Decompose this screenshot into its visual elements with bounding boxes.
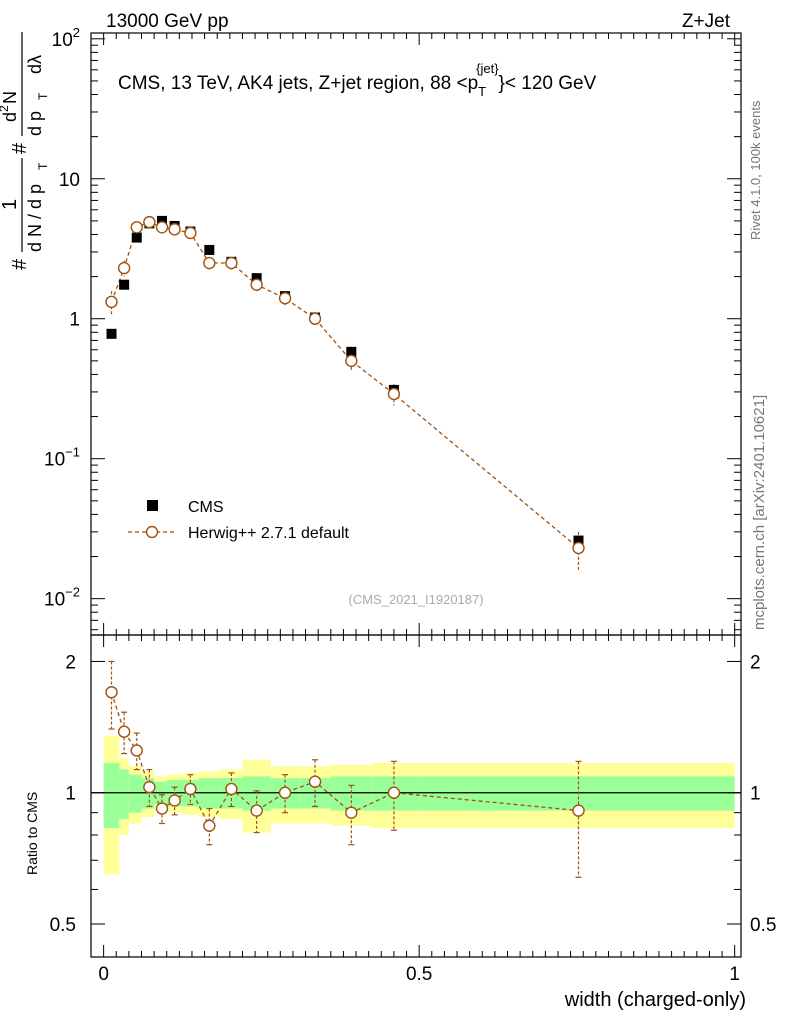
plot-title-sub: T <box>478 84 486 99</box>
plot-title: CMS, 13 TeV, AK4 jets, Z+jet region, 88 … <box>118 61 597 99</box>
herwig-main-line <box>110 221 579 549</box>
ratio-y-tick-label-left-2: 2 <box>65 652 76 673</box>
header-right: Z+Jet <box>682 11 731 32</box>
herwig-point-2 <box>130 221 143 234</box>
y-axis-label-main: # 1 d N / d p T # d 2 N d p T dλ <box>0 32 50 270</box>
herwig-point-13 <box>387 387 401 401</box>
legend: CMS Herwig++ 2.7.1 default <box>128 499 350 542</box>
herwig-ratio-point-14 <box>572 804 585 817</box>
cms-point-4 <box>156 215 167 226</box>
plot-title-main: CMS, 13 TeV, AK4 jets, Z+jet region, 88 … <box>118 73 478 94</box>
main-y-tick-label-4: 102 <box>52 25 80 51</box>
analysis-watermark: (CMS_2021_I1920187) <box>348 592 483 607</box>
legend-herwig-marker <box>145 525 159 539</box>
ratio-y-tick-label-right-2: 2 <box>750 652 761 673</box>
ratio-band-green-7 <box>198 778 221 809</box>
main-y-tick-label-0: 10−2 <box>44 585 80 611</box>
herwig-point-7 <box>203 256 216 270</box>
ratio-band-green-1 <box>119 769 129 820</box>
ratio-band-green-2 <box>128 774 142 813</box>
ratio-y-tick-label-right-0: 0.5 <box>750 915 776 936</box>
ratio-y-tick-label-left-1: 1 <box>65 784 76 805</box>
x-tick-label-2: 1 <box>729 964 740 985</box>
main-y-tick-label-3: 10 <box>59 170 80 191</box>
y-axis-label-ratio: Ratio to CMS <box>24 792 40 875</box>
ratio-band-green-12 <box>330 776 372 811</box>
cms-point-7 <box>204 244 215 255</box>
header-left: 13000 GeV pp <box>106 11 229 32</box>
mcplots-label: mcplots.cern.ch [arXiv:2401.10621] <box>751 395 768 630</box>
cms-point-14 <box>573 535 584 546</box>
ylabel-one: 1 <box>0 199 21 210</box>
ratio-uncertainty-bands <box>103 735 735 875</box>
ylabel-d2N-N: N <box>0 91 20 104</box>
ylabel-T-sub2: T <box>36 92 50 100</box>
herwig-ratio-point-6 <box>184 782 197 796</box>
axis-tick-labels: 0 0.5 1 10−2 10−1 1 10 102 0.5 0.5 1 1 2 2 <box>44 25 776 985</box>
cms-point-9 <box>251 273 262 284</box>
ratio-plot-frame <box>90 634 742 958</box>
ylabel-d2N-d: d <box>0 112 20 122</box>
herwig-point-11 <box>308 312 322 325</box>
herwig-point-14 <box>572 541 585 555</box>
herwig-point-4 <box>155 221 169 234</box>
herwig-ratio-point-11 <box>308 775 322 788</box>
herwig-point-8 <box>225 256 238 270</box>
ylabel-T-sub: T <box>36 162 50 170</box>
herwig-ratio-point-5 <box>168 794 181 807</box>
herwig-point-1 <box>117 261 131 275</box>
herwig-point-5 <box>168 223 181 236</box>
ylabel-dpT: d p <box>25 111 45 136</box>
plot-title-sup: {jet} <box>476 61 499 76</box>
herwig-ratio-point-13 <box>387 786 401 799</box>
herwig-ratio-point-9 <box>250 804 263 817</box>
herwig-ratio-point-7 <box>203 819 216 832</box>
herwig-point-12 <box>345 354 358 368</box>
herwig-point-3 <box>143 215 156 229</box>
main-y-tick-label-1: 10−1 <box>44 445 80 471</box>
cms-point-1 <box>119 279 130 290</box>
herwig-point-10 <box>278 292 292 305</box>
herwig-ratio-point-1 <box>117 725 131 738</box>
main-y-tick-label-2: 1 <box>69 310 80 331</box>
legend-herwig-label: Herwig++ 2.7.1 default <box>188 525 350 542</box>
herwig-point-6 <box>184 226 197 240</box>
herwig-ratio-point-3 <box>143 780 156 794</box>
legend-cms-marker <box>147 500 158 511</box>
ylabel-dN-dpT: d N / d p <box>25 184 45 252</box>
herwig-ratio-point-4 <box>155 802 169 815</box>
ylabel-hash1: # <box>9 258 31 270</box>
axis-ticks <box>91 33 741 957</box>
data-series <box>105 215 585 878</box>
herwig-ratio-point-8 <box>225 782 238 796</box>
herwig-ratio-point-0 <box>105 686 118 699</box>
cms-point-2 <box>131 232 142 243</box>
legend-cms-label: CMS <box>188 499 224 516</box>
plot-title-end: }< 120 GeV <box>499 73 597 94</box>
herwig-point-9 <box>250 278 263 291</box>
ylabel-hash2: # <box>9 142 31 154</box>
x-tick-label-0: 0 <box>98 964 109 985</box>
rivet-version-label: Rivet 4.1.0, 100k events <box>748 100 763 240</box>
ylabel-d2N-exp: 2 <box>0 105 11 112</box>
ratio-band-green-0 <box>103 762 120 829</box>
cms-point-0 <box>106 328 117 339</box>
main-plot-frame <box>90 32 742 636</box>
ratio-y-tick-label-right-1: 1 <box>750 784 761 805</box>
herwig-ratio-point-2 <box>130 744 143 757</box>
ylabel-dlambda: dλ <box>25 55 45 74</box>
ratio-y-tick-label-left-0: 0.5 <box>50 915 76 936</box>
x-tick-label-1: 0.5 <box>406 964 432 985</box>
herwig-point-0 <box>105 295 118 309</box>
x-axis-label: width (charged-only) <box>564 989 746 1011</box>
cms-point-12 <box>346 346 357 357</box>
herwig-ratio-point-10 <box>278 786 292 799</box>
herwig-ratio-point-12 <box>345 806 358 819</box>
